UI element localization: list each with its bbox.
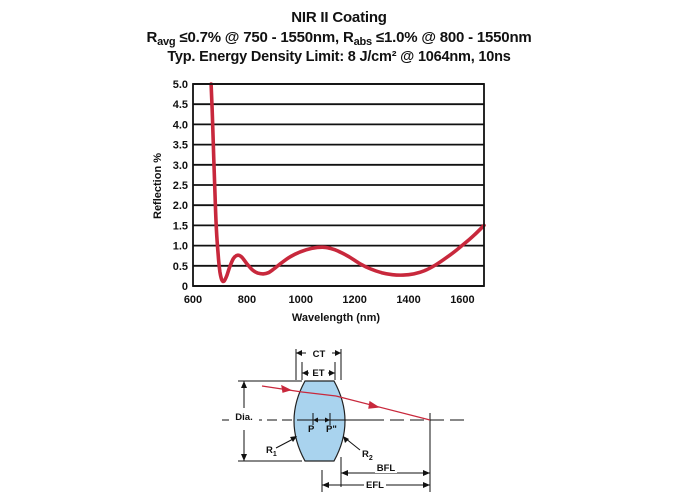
y-tick-labels: 0 0.5 1.0 1.5 2.0 2.5 3.0 3.5 4.0 4.5 5.0 [173, 79, 188, 293]
efl-label-bg [364, 478, 386, 490]
y-tick-label: 0 [182, 281, 188, 293]
chart-spec-line: Ravg ≤0.7% @ 750 - 1550nm, Rabs ≤1.0% @ … [0, 29, 678, 48]
dia-label-bg [229, 410, 259, 423]
r1-subscript: 1 [273, 451, 277, 458]
y-tick-label: 5.0 [173, 79, 188, 91]
y-tick-label: 2.0 [173, 200, 188, 212]
energy-density-line: Typ. Energy Density Limit: 8 J/cm² @ 106… [167, 49, 511, 65]
x-tick-label: 1600 [450, 294, 474, 306]
efl-label: EFL [366, 480, 384, 491]
chart-title: NIR II Coating [291, 9, 387, 26]
x-tick-label: 1000 [289, 294, 313, 306]
ct-label-bg [306, 348, 332, 359]
light-ray [261, 384, 431, 421]
rabs-subscript: abs [353, 36, 373, 48]
biconvex-lens [293, 380, 346, 462]
y-tick-label: 1.5 [173, 220, 188, 232]
ravg-spec: ≤0.7% @ 750 - 1550nm, R [175, 29, 354, 46]
ravg-subscript: avg [157, 36, 176, 48]
y-tick-label: 4.0 [173, 119, 188, 131]
y-tick-label: 2.5 [173, 180, 188, 192]
y-tick-label: 3.0 [173, 160, 188, 172]
y-tick-label: 0.5 [173, 261, 188, 273]
x-tick-label: 800 [238, 294, 256, 306]
x-tick-labels: 600 800 1000 1200 1400 1600 [184, 294, 475, 306]
r1-label: R1 [266, 445, 277, 458]
plot-frame [192, 83, 485, 287]
dia-label: Dia. [235, 412, 252, 423]
x-tick-label: 1400 [396, 294, 420, 306]
ravg-symbol: R [146, 29, 158, 46]
bfl-label: BFL [377, 463, 396, 474]
r2-label: R2 [362, 449, 373, 462]
r2-symbol: R [362, 449, 369, 460]
r1-symbol: R [266, 445, 273, 456]
y-axis-label: Reflection % [152, 153, 164, 219]
principal-point-arrows [313, 417, 330, 423]
r2-subscript: 2 [369, 455, 373, 462]
y-tick-label: 1.0 [173, 241, 188, 253]
r2-arrowhead [343, 436, 349, 443]
y-tick-label: 3.5 [173, 140, 188, 152]
reflection-curve [209, 82, 486, 284]
y-tick-label: 4.5 [173, 99, 188, 111]
p-prime-label: P" [326, 424, 337, 435]
x-tick-label: 600 [184, 294, 202, 306]
r1-arrowhead [290, 436, 297, 442]
ct-label: CT [313, 349, 326, 360]
bfl-label-bg [375, 463, 397, 473]
lens-diagram [222, 349, 468, 492]
et-label: ET [312, 368, 324, 379]
et-label-bg [309, 367, 328, 378]
rabs-spec: ≤1.0% @ 800 - 1550nm [371, 29, 532, 46]
p-label: P [308, 424, 315, 435]
x-tick-label: 1200 [342, 294, 366, 306]
x-axis-label: Wavelength (nm) [292, 312, 381, 324]
